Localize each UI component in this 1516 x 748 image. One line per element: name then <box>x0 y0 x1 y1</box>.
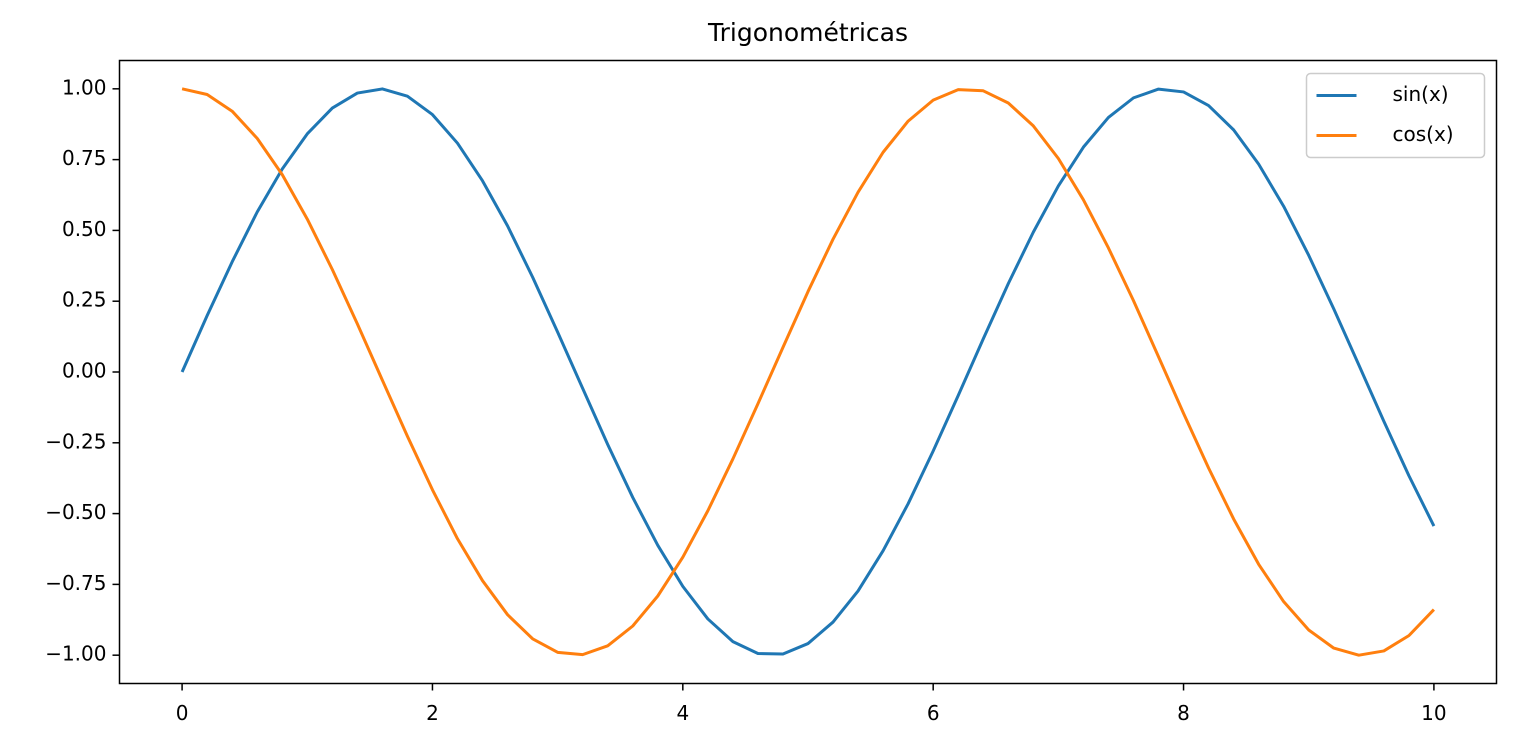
x-tick-label: 2 <box>426 701 439 725</box>
y-tick-label: −0.25 <box>45 429 106 453</box>
y-tick-label: 0.75 <box>62 146 107 170</box>
y-tick-label: −1.00 <box>45 642 106 666</box>
y-tick-label: −0.75 <box>45 571 106 595</box>
x-tick-label: 0 <box>176 701 189 725</box>
y-tick-label: 0.00 <box>62 359 107 383</box>
line-series <box>181 87 1435 657</box>
y-tick-label: −0.50 <box>45 500 106 524</box>
y-tick-label: 1.00 <box>62 75 107 99</box>
legend-label: cos(x) <box>1393 122 1454 146</box>
y-tick-label: 0.50 <box>62 217 107 241</box>
plot-frame <box>118 59 1498 685</box>
x-tick-label: 10 <box>1421 701 1446 725</box>
x-tick-label: 8 <box>1177 701 1190 725</box>
x-tick-label: 6 <box>927 701 940 725</box>
legend-label: sin(x) <box>1393 82 1449 106</box>
x-tick-label: 4 <box>676 701 689 725</box>
line-series <box>180 87 1436 656</box>
chart-title: Trigonométricas <box>707 18 908 47</box>
y-tick-label: 0.25 <box>62 288 107 312</box>
